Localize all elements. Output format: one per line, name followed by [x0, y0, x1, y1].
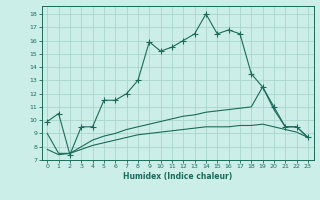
X-axis label: Humidex (Indice chaleur): Humidex (Indice chaleur)	[123, 172, 232, 181]
